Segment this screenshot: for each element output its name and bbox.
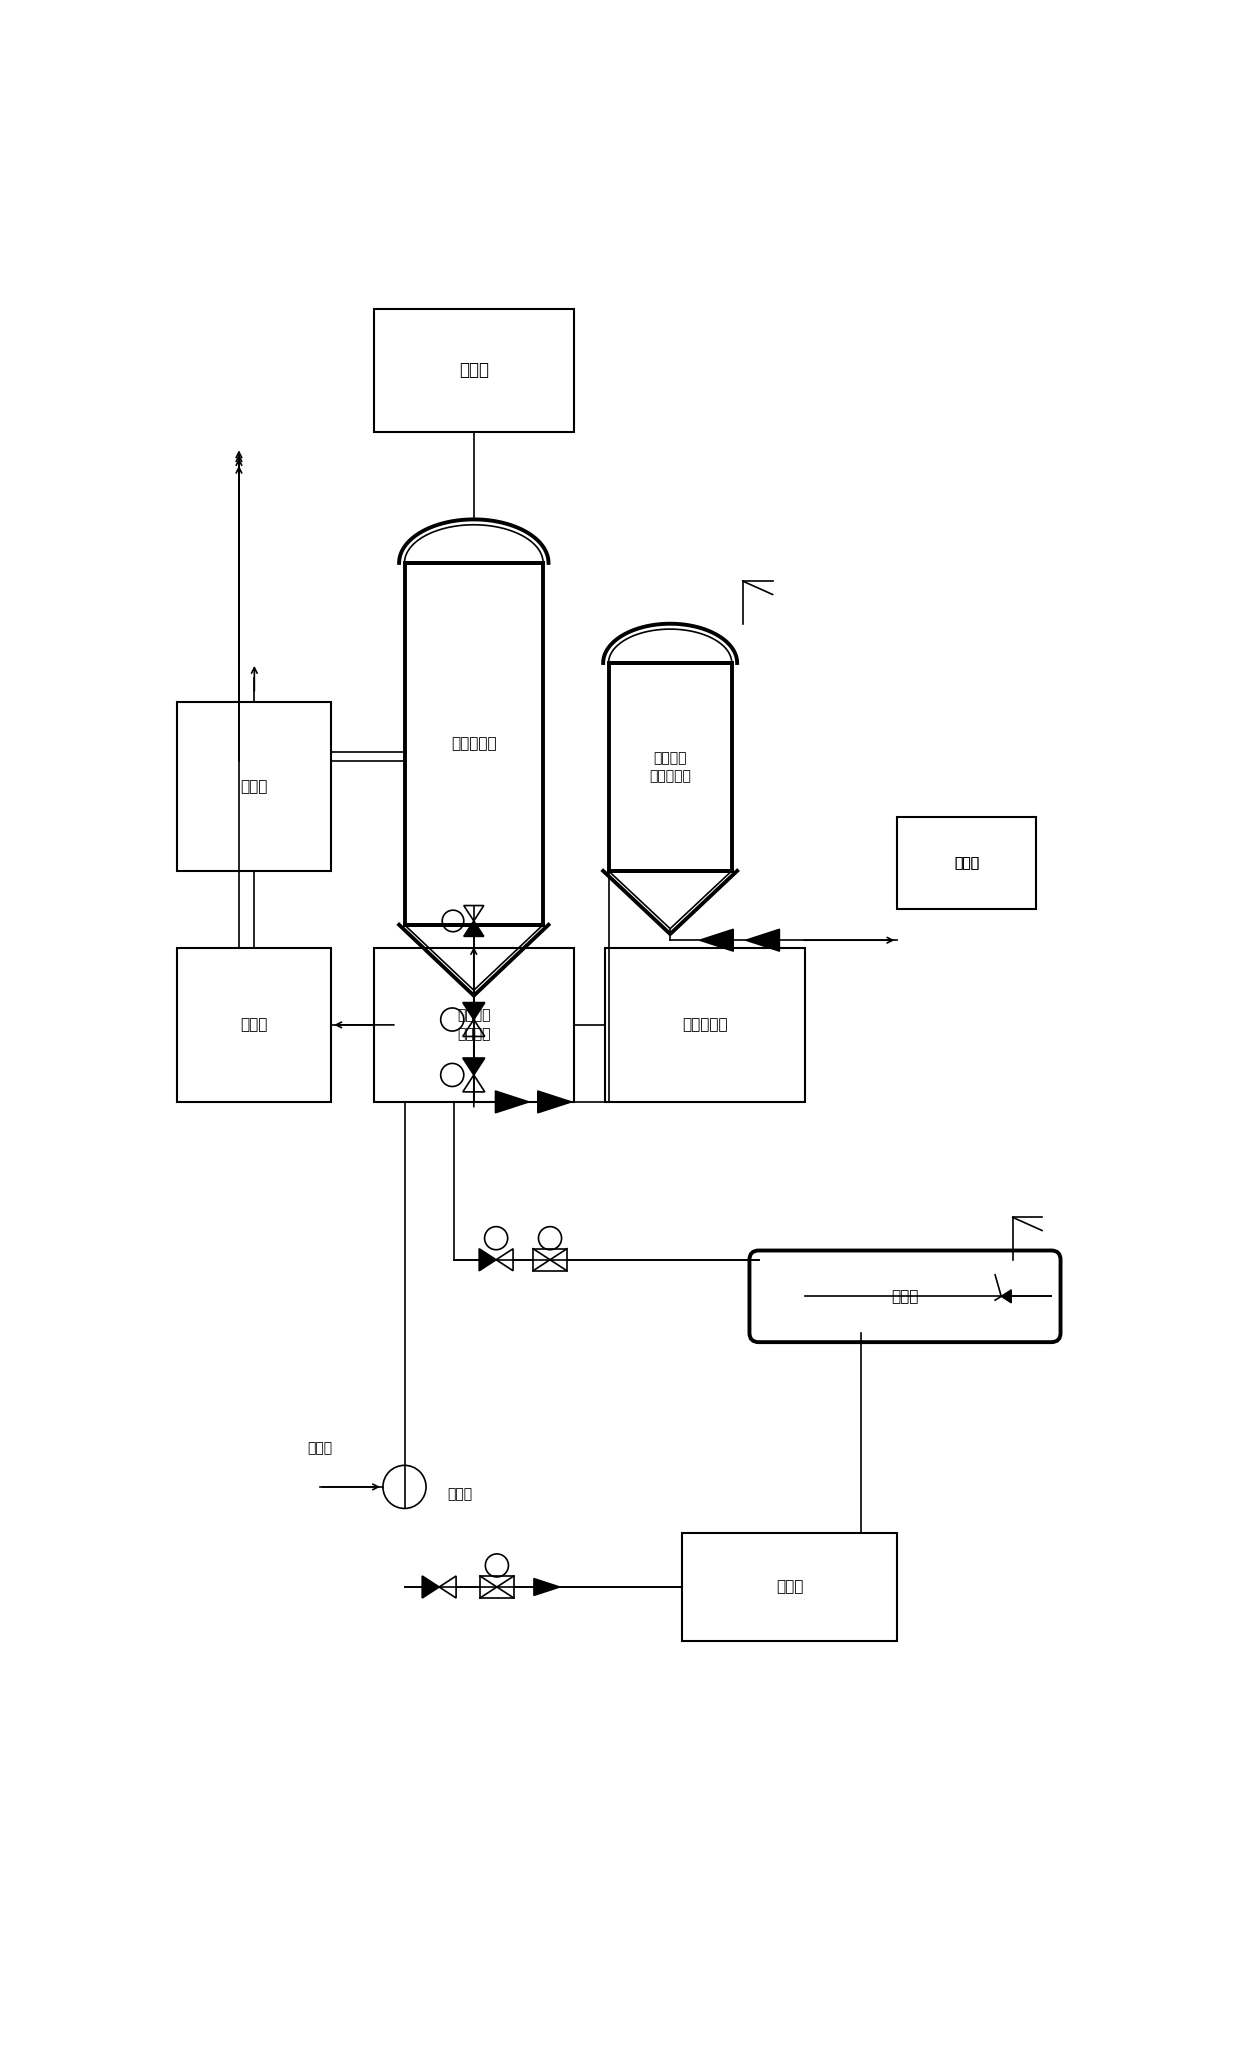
Polygon shape (699, 929, 733, 952)
Bar (404, 562, 543, 925)
Polygon shape (422, 1576, 439, 1599)
Polygon shape (1001, 1290, 1012, 1302)
Bar (898, 818, 1035, 908)
Polygon shape (479, 1248, 496, 1271)
Text: 至水工: 至水工 (954, 857, 980, 869)
Polygon shape (463, 1003, 485, 1020)
Text: 除氧器: 除氧器 (892, 1290, 919, 1304)
Text: 水冷壁: 水冷壁 (241, 779, 268, 793)
Text: 启动疏水
热交换器: 启动疏水 热交换器 (458, 1009, 491, 1040)
Polygon shape (464, 921, 484, 937)
Text: 高压加热器: 高压加热器 (682, 1018, 728, 1032)
Bar (682, 1533, 898, 1642)
Bar (177, 948, 331, 1102)
Text: 启动分离器: 启动分离器 (451, 735, 496, 752)
Text: 凝汽器: 凝汽器 (776, 1580, 804, 1594)
Text: 至水工: 至水工 (954, 857, 980, 869)
Polygon shape (495, 1092, 529, 1112)
Text: 过热器: 过热器 (459, 360, 489, 379)
Text: 锅炉本体
疏水扩容器: 锅炉本体 疏水扩容器 (650, 750, 691, 783)
Polygon shape (534, 1578, 560, 1596)
Polygon shape (745, 929, 780, 952)
Bar (480, 1576, 513, 1599)
Text: 减温器: 减温器 (446, 1487, 472, 1502)
Bar (177, 702, 331, 871)
Polygon shape (538, 1092, 572, 1112)
Polygon shape (463, 1059, 485, 1075)
Bar (605, 948, 805, 1102)
Bar (373, 309, 574, 433)
Bar (373, 948, 574, 1102)
Bar (533, 1248, 567, 1271)
Text: 减温水: 减温水 (308, 1442, 332, 1456)
Bar (609, 663, 732, 871)
Text: 省煤器: 省煤器 (241, 1018, 268, 1032)
